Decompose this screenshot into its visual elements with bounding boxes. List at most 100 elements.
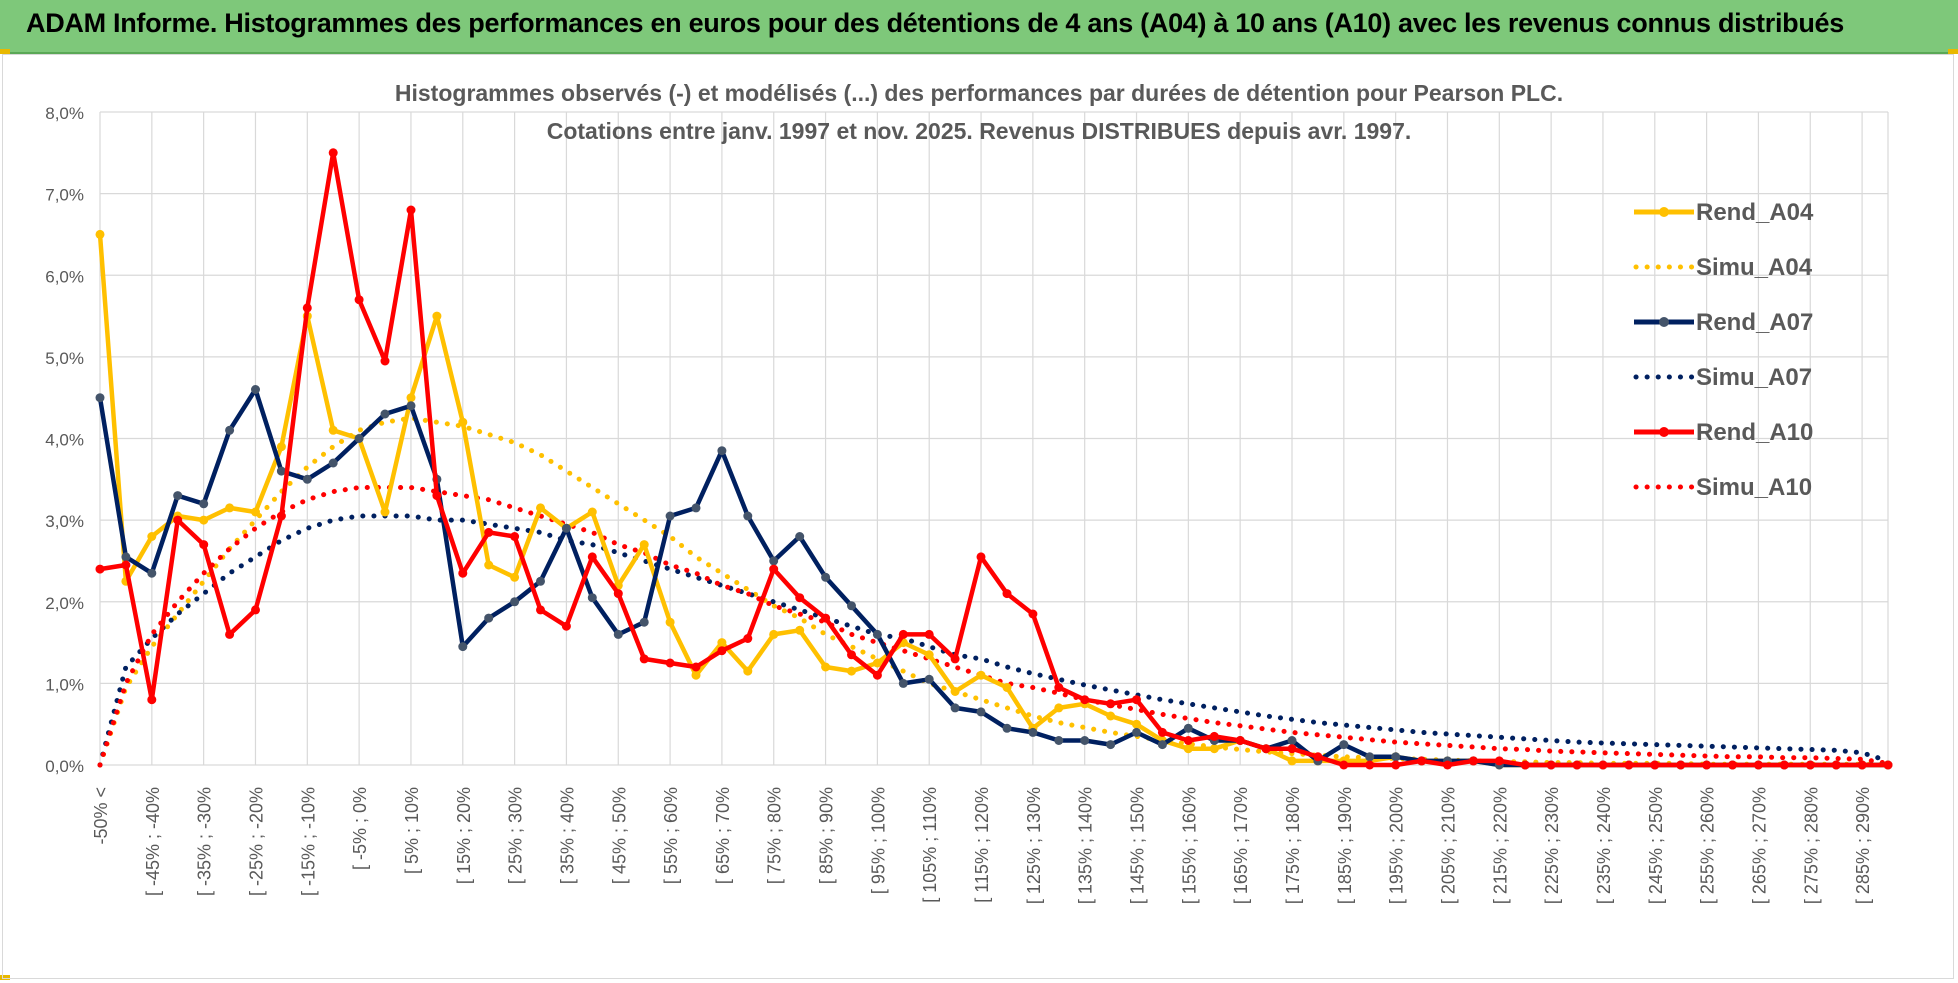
marker-rend-a10 xyxy=(1183,736,1193,745)
x-tick-label: [ 135% ; 140% xyxy=(1076,787,1096,904)
x-tick-label: [ 165% ; 170% xyxy=(1231,787,1251,904)
marker-rend-a04 xyxy=(199,515,209,525)
x-tick-label: [ 75% ; 80% xyxy=(765,787,785,884)
marker-rend-a04 xyxy=(665,617,675,627)
x-tick-label: [ 285% ; 290% xyxy=(1853,787,1873,904)
marker-rend-a04 xyxy=(1183,744,1193,754)
x-tick-label: [ 15% ; 20% xyxy=(454,787,474,884)
marker-rend-a10 xyxy=(1779,760,1789,770)
marker-rend-a10 xyxy=(1728,760,1737,770)
marker-rend-a10 xyxy=(147,695,157,705)
marker-rend-a10 xyxy=(1624,760,1634,770)
x-tick-label: [ 265% ; 270% xyxy=(1749,787,1769,904)
y-tick-label: 3,0% xyxy=(45,512,84,531)
y-tick-label: 1,0% xyxy=(45,675,84,694)
marker-rend-a04 xyxy=(1002,683,1012,692)
marker-rend-a10 xyxy=(950,654,960,664)
marker-rend-a10 xyxy=(561,621,571,631)
marker-rend-a10 xyxy=(847,650,856,660)
marker-rend-a04 xyxy=(1287,756,1297,766)
marker-rend-a10 xyxy=(432,491,442,501)
marker-rend-a10 xyxy=(665,658,675,668)
marker-rend-a10 xyxy=(1883,760,1893,770)
marker-rend-a04 xyxy=(510,572,520,582)
marker-rend-a04 xyxy=(1132,719,1141,729)
chart-title: Histogrammes observés (-) et modélisés (… xyxy=(394,80,1564,106)
marker-rend-a10 xyxy=(406,205,416,215)
marker-rend-a07 xyxy=(95,393,105,403)
marker-rend-a07 xyxy=(251,385,260,394)
marker-rend-a10 xyxy=(1676,760,1686,770)
marker-rend-a04 xyxy=(924,650,934,660)
y-tick-label: 6,0% xyxy=(45,267,84,286)
y-tick-label: 2,0% xyxy=(45,594,84,613)
marker-rend-a10 xyxy=(898,629,908,639)
marker-rend-a10 xyxy=(1287,744,1297,754)
marker-rend-a07 xyxy=(510,597,520,607)
marker-rend-a07 xyxy=(173,491,183,501)
marker-rend-a07 xyxy=(587,593,597,603)
marker-rend-a07 xyxy=(380,409,390,419)
legend-label: Simu_A10 xyxy=(1696,474,1813,501)
marker-rend-a07 xyxy=(795,532,805,541)
marker-rend-a04 xyxy=(536,503,545,513)
marker-rend-a07 xyxy=(639,617,649,627)
legend-swatch-solid xyxy=(1634,317,1694,327)
x-tick-label: [ 5% ; 10% xyxy=(402,787,422,874)
legend-label: Rend_A10 xyxy=(1696,419,1814,446)
marker-rend-a10 xyxy=(821,613,831,623)
marker-rend-a04 xyxy=(406,393,416,403)
marker-rend-a10 xyxy=(1546,760,1556,770)
corner-mark-left xyxy=(0,49,10,54)
marker-rend-a04 xyxy=(950,687,960,696)
marker-rend-a10 xyxy=(1831,760,1841,770)
x-tick-label: [ 85% ; 90% xyxy=(817,787,837,884)
chart-frame xyxy=(2,54,1954,979)
x-tick-label: [ 255% ; 260% xyxy=(1698,787,1718,904)
legend-swatch-solid xyxy=(1634,207,1694,217)
marker-rend-a10 xyxy=(536,605,545,615)
marker-rend-a04 xyxy=(1209,744,1219,754)
x-tick-label: [ 145% ; 150% xyxy=(1128,787,1148,904)
marker-rend-a04 xyxy=(484,560,494,570)
marker-rend-a07 xyxy=(1365,752,1375,762)
x-tick-label: [ 35% ; 40% xyxy=(557,787,577,884)
marker-rend-a07 xyxy=(1054,736,1064,745)
x-tick-label: [ 225% ; 230% xyxy=(1542,787,1562,904)
marker-rend-a10 xyxy=(1339,760,1349,770)
marker-rend-a04 xyxy=(225,503,235,513)
legend-swatch-dotted xyxy=(1633,374,1697,380)
marker-rend-a10 xyxy=(1572,760,1582,770)
legend-swatch-solid xyxy=(1634,427,1694,437)
marker-rend-a10 xyxy=(1080,695,1090,705)
marker-rend-a10 xyxy=(1157,727,1167,737)
marker-rend-a04 xyxy=(458,417,468,427)
marker-rend-a10 xyxy=(199,540,209,550)
marker-rend-a10 xyxy=(1261,744,1271,754)
marker-rend-a10 xyxy=(380,356,390,366)
marker-rend-a10 xyxy=(510,532,520,541)
marker-rend-a07 xyxy=(665,511,675,521)
marker-rend-a10 xyxy=(302,303,312,313)
y-tick-label: 5,0% xyxy=(45,349,84,368)
marker-rend-a07 xyxy=(225,425,235,435)
marker-rend-a10 xyxy=(795,593,805,603)
x-tick-label: [ 245% ; 250% xyxy=(1646,787,1666,904)
marker-rend-a07 xyxy=(199,499,209,509)
marker-rend-a10 xyxy=(1313,752,1323,762)
marker-rend-a07 xyxy=(1132,727,1141,737)
x-tick-label: [ 65% ; 70% xyxy=(713,787,733,884)
x-tick-label: -50% < xyxy=(91,787,111,845)
marker-rend-a10 xyxy=(1494,756,1504,766)
marker-rend-a10 xyxy=(1235,736,1245,745)
marker-rend-a07 xyxy=(302,474,312,484)
x-tick-label: [ 55% ; 60% xyxy=(661,787,681,884)
y-tick-label: 7,0% xyxy=(45,186,84,205)
marker-rend-a07 xyxy=(1002,723,1012,733)
legend-label: Simu_A04 xyxy=(1696,254,1813,281)
x-tick-label: [ 185% ; 190% xyxy=(1335,787,1355,904)
marker-rend-a10 xyxy=(639,654,649,664)
marker-rend-a10 xyxy=(769,564,779,574)
marker-rend-a10 xyxy=(328,148,338,158)
